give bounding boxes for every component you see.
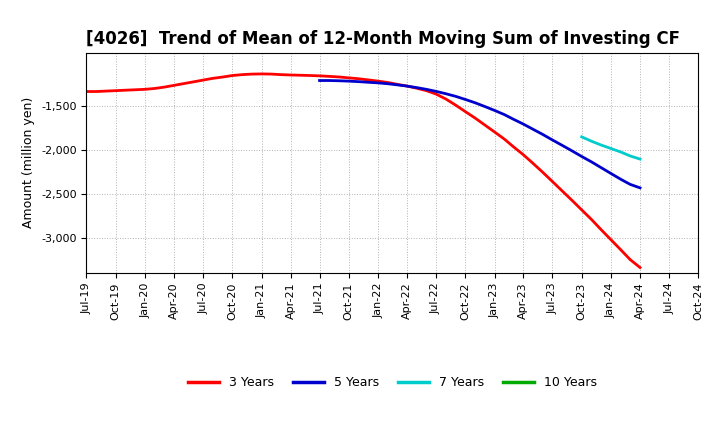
Y-axis label: Amount (million yen): Amount (million yen): [22, 97, 35, 228]
Legend: 3 Years, 5 Years, 7 Years, 10 Years: 3 Years, 5 Years, 7 Years, 10 Years: [183, 371, 602, 394]
Text: [4026]  Trend of Mean of 12-Month Moving Sum of Investing CF: [4026] Trend of Mean of 12-Month Moving …: [86, 30, 680, 48]
